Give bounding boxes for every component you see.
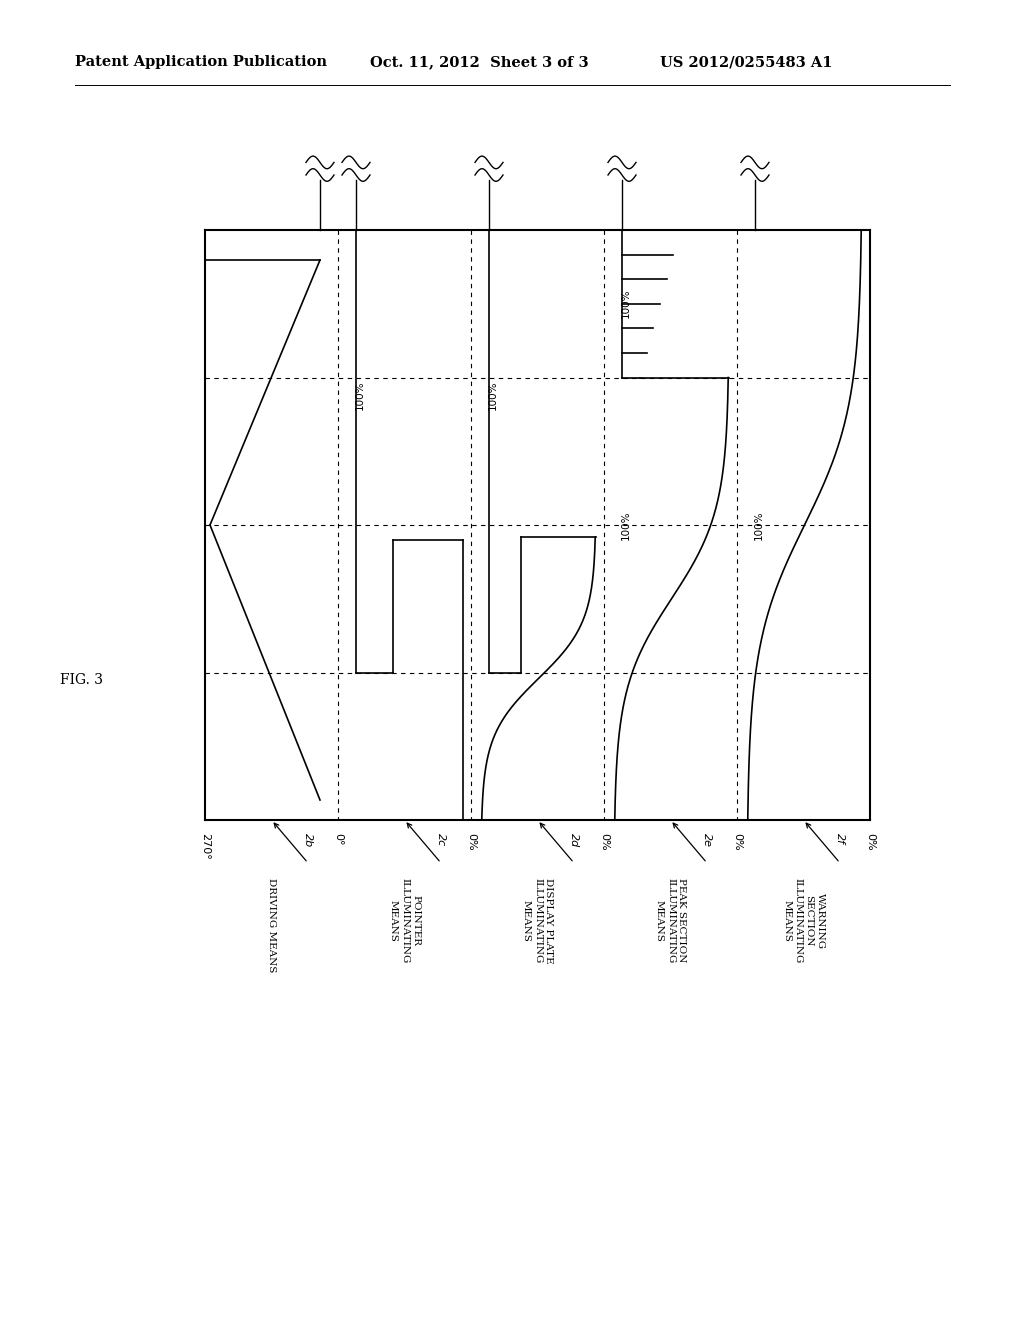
Text: 2e: 2e xyxy=(702,833,712,847)
Text: 2f: 2f xyxy=(835,833,845,843)
Text: 100%: 100% xyxy=(621,289,631,318)
Text: FIG. 3: FIG. 3 xyxy=(60,673,103,686)
Text: Patent Application Publication: Patent Application Publication xyxy=(75,55,327,69)
Text: 270°: 270° xyxy=(200,833,210,859)
Text: 2c: 2c xyxy=(436,833,446,846)
Text: 100%: 100% xyxy=(488,380,498,411)
Text: Oct. 11, 2012  Sheet 3 of 3: Oct. 11, 2012 Sheet 3 of 3 xyxy=(370,55,589,69)
Text: PEAK SECTION
ILLUMINATING
MEANS: PEAK SECTION ILLUMINATING MEANS xyxy=(655,878,686,964)
Text: 2b: 2b xyxy=(303,833,313,847)
Text: 100%: 100% xyxy=(621,511,631,540)
Text: 0%: 0% xyxy=(599,833,609,850)
Text: POINTER
ILLUMINATING
MEANS: POINTER ILLUMINATING MEANS xyxy=(389,878,420,964)
Text: 0%: 0% xyxy=(732,833,742,850)
Text: DISPLAY PLATE
ILLUMINATING
MEANS: DISPLAY PLATE ILLUMINATING MEANS xyxy=(522,878,553,964)
Text: 0°: 0° xyxy=(333,833,343,846)
Text: 100%: 100% xyxy=(355,380,365,411)
Text: 2d: 2d xyxy=(569,833,579,847)
Text: 100%: 100% xyxy=(754,511,764,540)
Text: US 2012/0255483 A1: US 2012/0255483 A1 xyxy=(660,55,833,69)
Text: 0%: 0% xyxy=(865,833,874,850)
Text: WARNING
SECTION
ILLUMINATING
MEANS: WARNING SECTION ILLUMINATING MEANS xyxy=(782,878,824,964)
Text: DRIVING MEANS: DRIVING MEANS xyxy=(267,878,276,973)
Text: 0%: 0% xyxy=(466,833,476,850)
